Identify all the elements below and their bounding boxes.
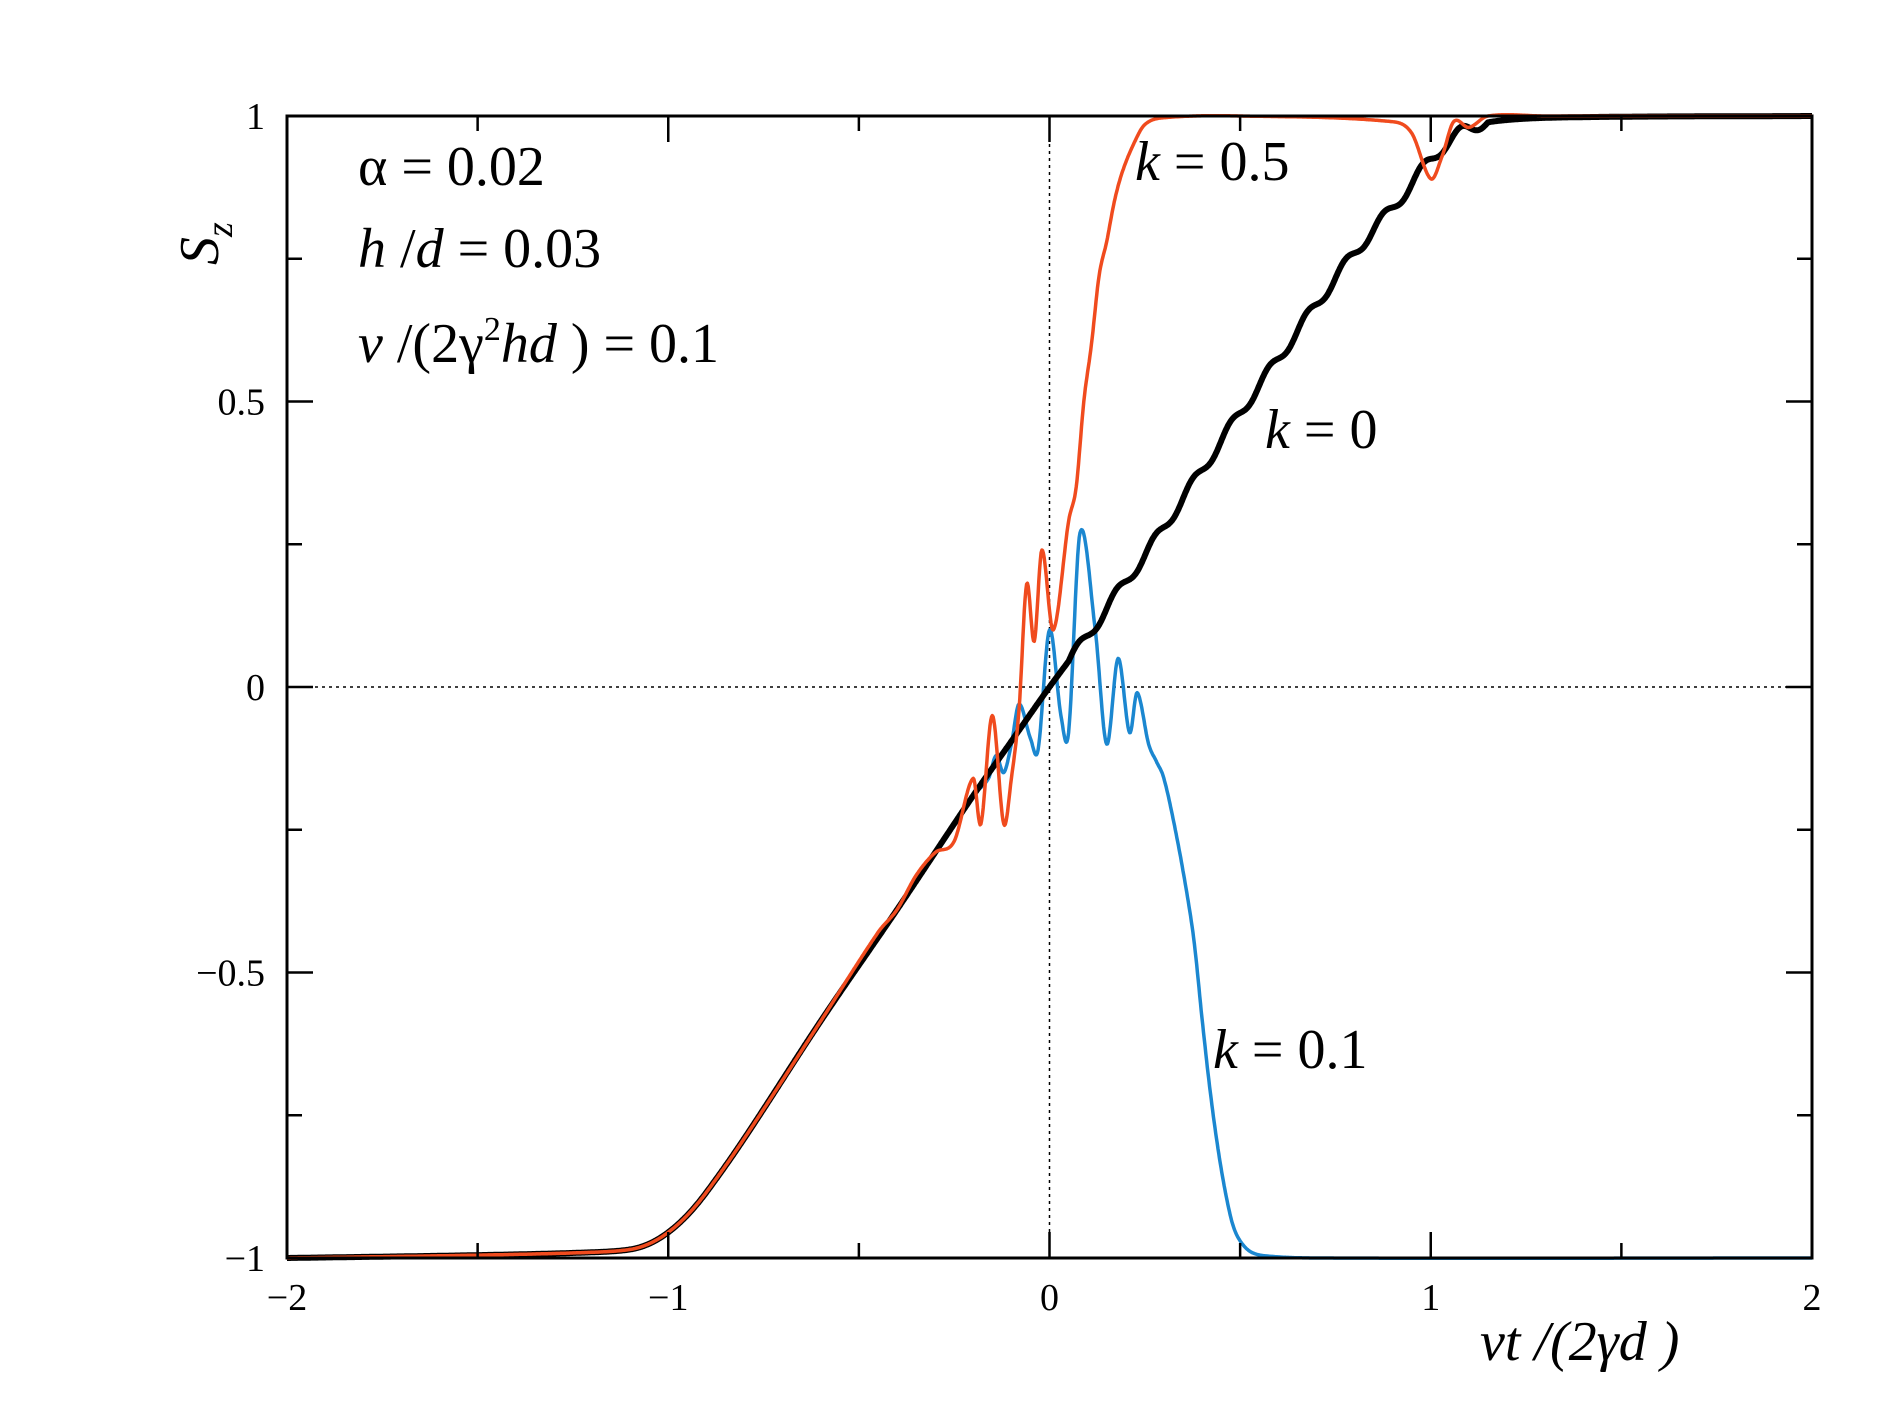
y-tick-label: −1 <box>225 1238 265 1280</box>
series-label-k05-value: = 0.5 <box>1160 131 1290 193</box>
series-label-k0: k = 0 <box>1265 399 1377 461</box>
annotation-slash: / <box>386 218 416 280</box>
annotation-velocity-value: ) = 0.1 <box>557 313 719 375</box>
y-axis-label: Sz <box>169 222 241 265</box>
y-axis-label-symbol: S <box>169 237 231 265</box>
y-tick-label: 0.5 <box>218 382 266 424</box>
label-layer: vt /(2γd ) Sz α = 0.02 h /d = 0.03 v /(2… <box>169 131 1679 1373</box>
tick-layer: −2 −1 0 1 2−1−0.500.51 <box>196 96 1821 1319</box>
y-tick-label: 1 <box>246 96 265 138</box>
series-label-k05: k = 0.5 <box>1135 131 1289 193</box>
x-tick-label: −2 <box>267 1277 307 1319</box>
annotation-hd-value: = 0.03 <box>444 218 602 280</box>
x-axis-label: vt /(2γd ) <box>1480 1311 1679 1373</box>
annotation-denominator-start: /(2γ <box>383 313 484 375</box>
series-label-k01-var: k <box>1213 1019 1239 1081</box>
x-tick-label: 2 <box>1803 1277 1822 1319</box>
annotation-superscript: 2 <box>484 311 501 348</box>
series-label-k05-var: k <box>1135 131 1161 193</box>
x-tick-label: 1 <box>1421 1277 1440 1319</box>
annotation-velocity: v /(2γ2hd ) = 0.1 <box>358 311 719 375</box>
annotation-alpha-value: = 0.02 <box>387 136 545 198</box>
reference-lines <box>287 116 1812 1258</box>
y-tick-label: 0 <box>246 667 265 709</box>
x-tick-label: −1 <box>648 1277 688 1319</box>
series-label-k01: k = 0.1 <box>1213 1019 1367 1081</box>
series-label-k0-value: = 0 <box>1290 399 1378 461</box>
annotation-h-over-d: h /d = 0.03 <box>358 218 601 280</box>
annotation-alpha: α = 0.02 <box>358 136 545 198</box>
series-label-k01-value: = 0.1 <box>1238 1019 1368 1081</box>
annotation-alpha-symbol: α <box>358 136 387 198</box>
y-axis-label-main: Sz <box>169 222 241 265</box>
annotation-hd: hd <box>501 313 558 375</box>
annotation-v: v <box>358 313 383 375</box>
y-tick-label: −0.5 <box>196 953 265 995</box>
x-tick-label: 0 <box>1040 1277 1059 1319</box>
y-axis-label-subscript: z <box>199 222 241 238</box>
annotation-d: d <box>416 218 445 280</box>
series-label-k0-var: k <box>1265 399 1291 461</box>
annotation-h: h <box>358 218 386 280</box>
